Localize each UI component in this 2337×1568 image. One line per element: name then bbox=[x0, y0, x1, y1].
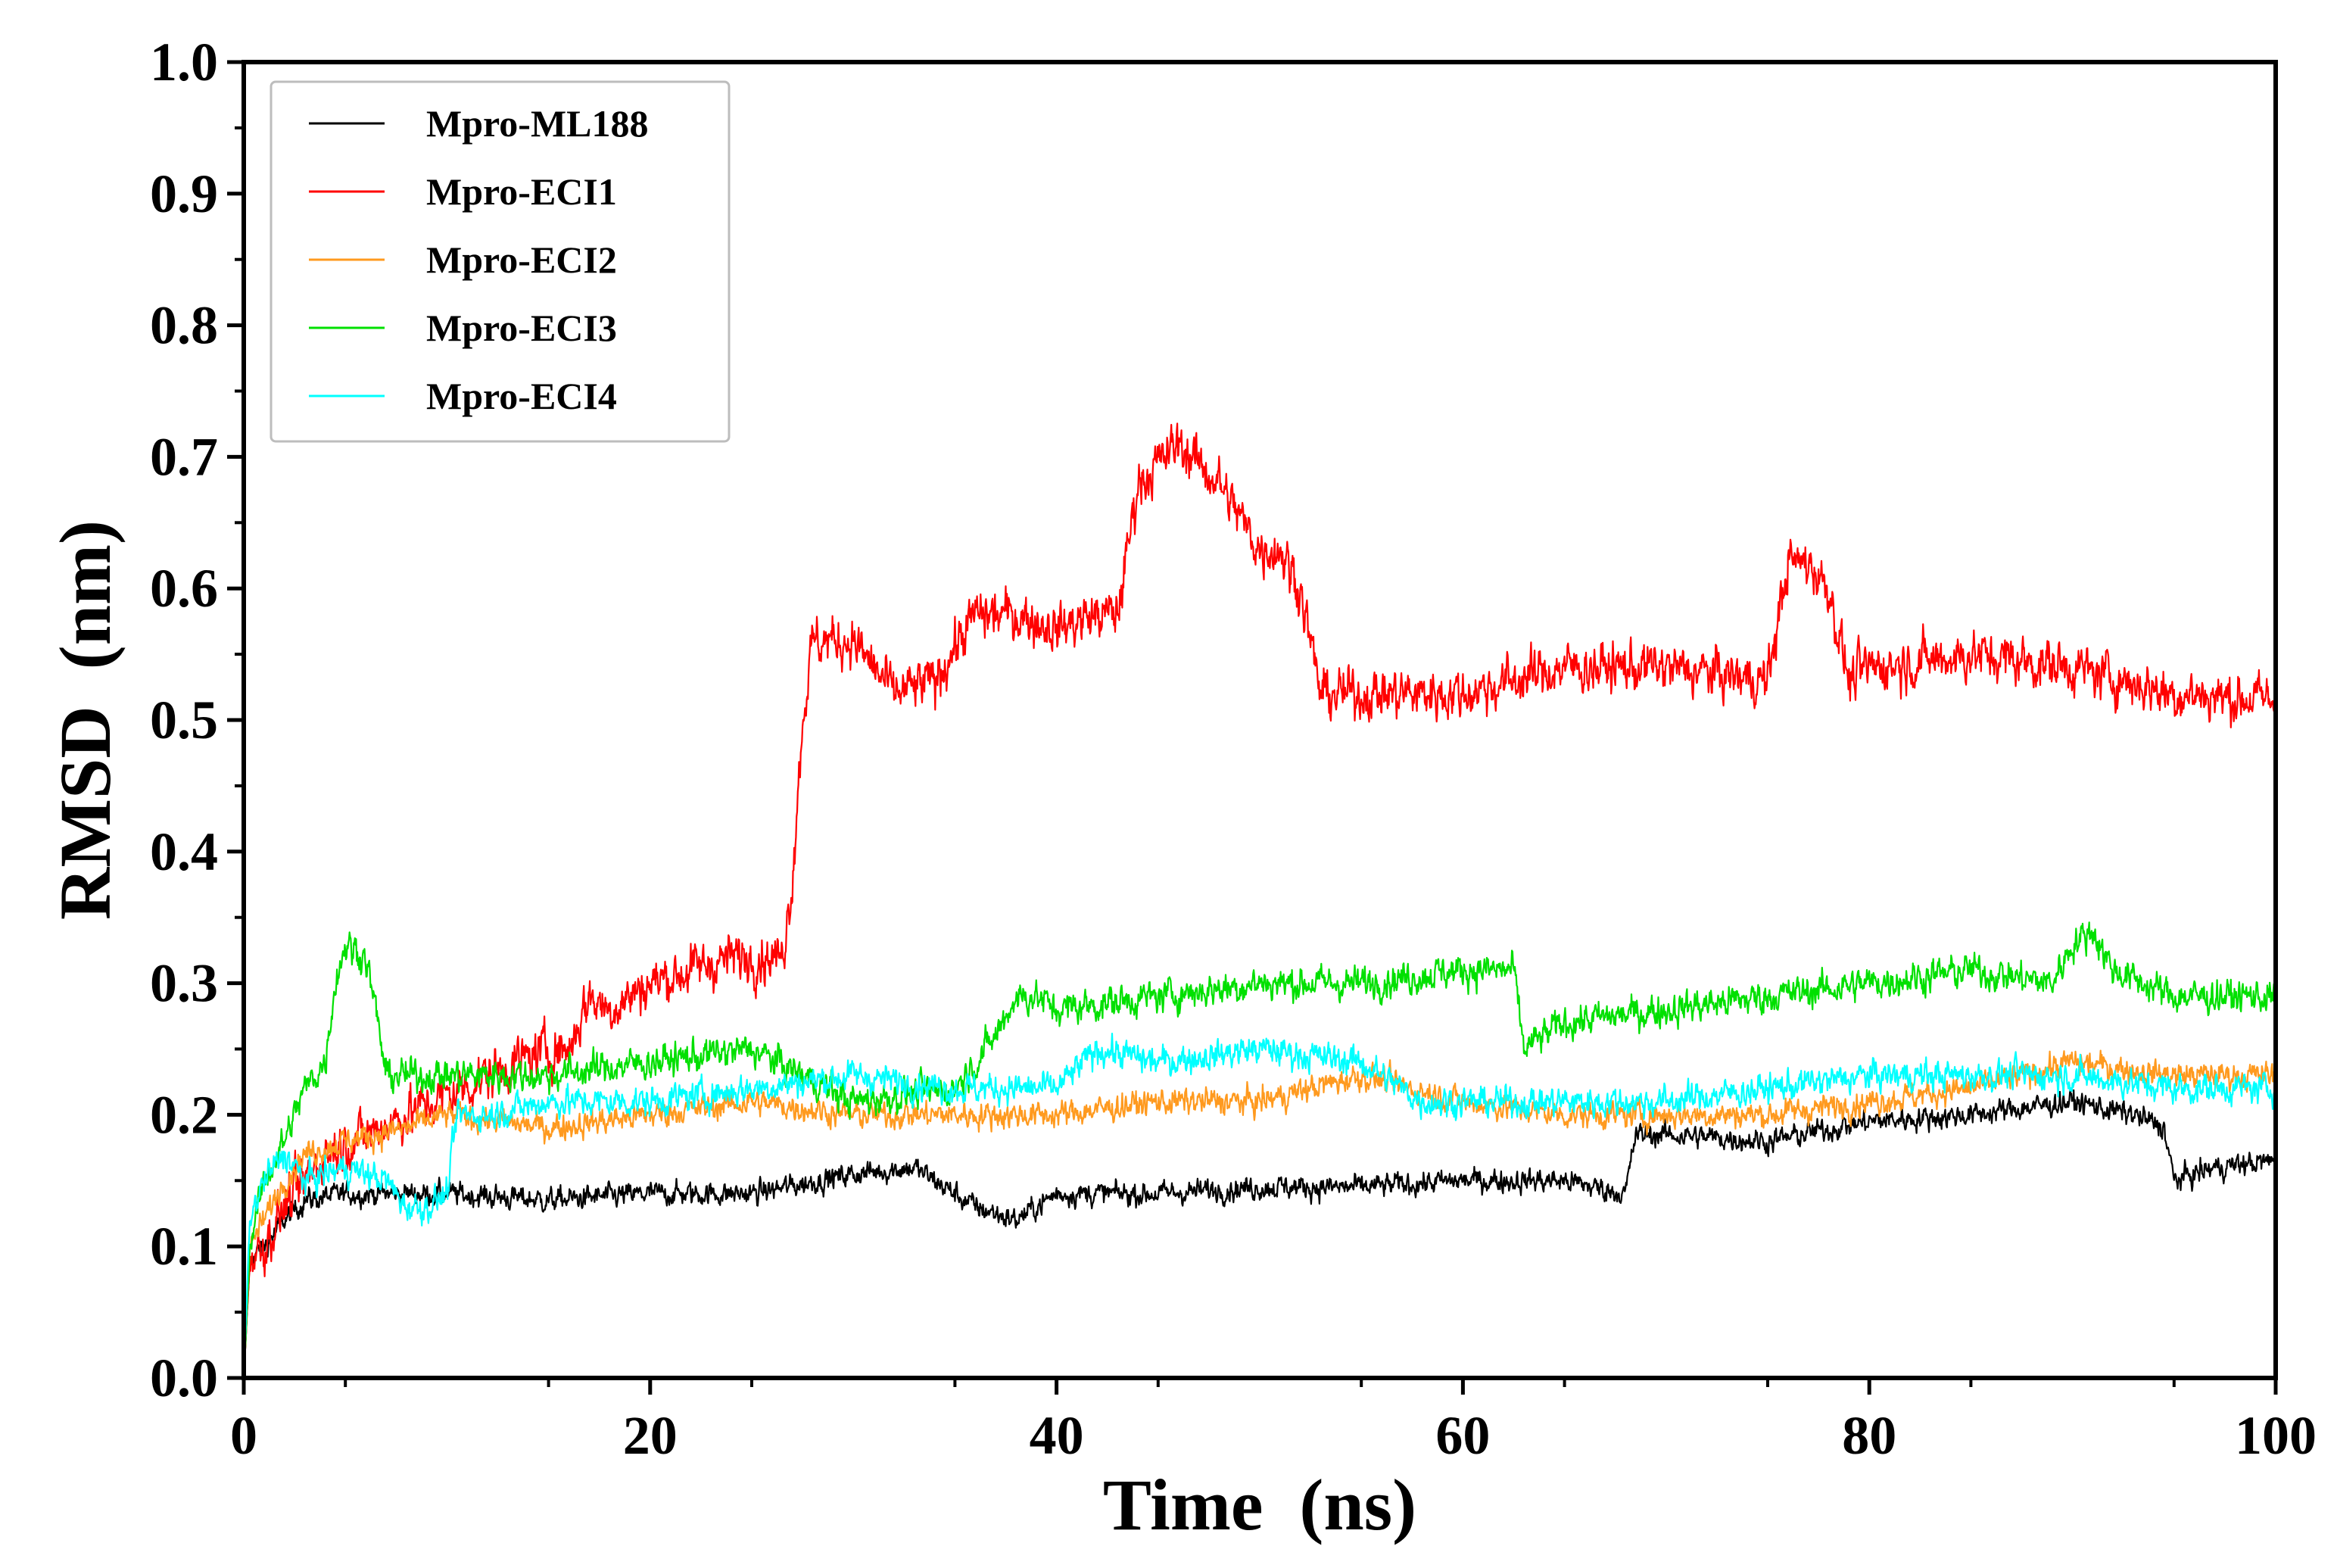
y-tick-label: 0.3 bbox=[150, 953, 218, 1014]
legend-label: Mpro-ECI3 bbox=[426, 307, 617, 349]
x-tick-label: 100 bbox=[2235, 1405, 2317, 1466]
x-tick-label: 0 bbox=[230, 1405, 257, 1466]
x-axis-title: Time (ns) bbox=[1103, 1464, 1416, 1545]
y-tick-label: 0.5 bbox=[150, 690, 218, 750]
legend-label: Mpro-ECI1 bbox=[426, 170, 617, 213]
y-tick-label: 0.1 bbox=[150, 1216, 218, 1277]
y-tick-label: 0.8 bbox=[150, 295, 218, 356]
legend-label: Mpro-ECI4 bbox=[426, 375, 617, 417]
series-line-mpro-eci1 bbox=[242, 422, 2277, 1379]
x-tick-label: 20 bbox=[623, 1405, 678, 1466]
legend-label: Mpro-ECI2 bbox=[426, 238, 617, 281]
y-tick-label: 0.7 bbox=[150, 426, 218, 487]
y-tick-label: 0.9 bbox=[150, 164, 218, 224]
series-line-mpro-eci4 bbox=[242, 1033, 2277, 1379]
y-tick-label: 0.4 bbox=[150, 821, 218, 882]
series-line-mpro-eci3 bbox=[242, 921, 2277, 1379]
y-tick-label: 1.0 bbox=[150, 32, 218, 92]
series-line-mpro-ml188 bbox=[242, 1089, 2277, 1379]
y-axis-title: RMSD (nm) bbox=[45, 520, 126, 920]
y-tick-label: 0.2 bbox=[150, 1084, 218, 1145]
tick-layer: 0 20 40 60 80 100 0.0 0.1 0.2 0.3 0.4 0.5 0.6 0.7 0.8 0… bbox=[150, 32, 2317, 1466]
legend: Mpro-ML188 Mpro-ECI1 Mpro-ECI2 Mpro-ECI3 Mpr… bbox=[270, 80, 731, 443]
series-line-mpro-eci2 bbox=[242, 1049, 2277, 1379]
legend-entries: Mpro-ML188 Mpro-ECI1 Mpro-ECI2 Mpro-ECI3 Mpr… bbox=[309, 102, 648, 417]
x-tick-label: 40 bbox=[1030, 1405, 1084, 1466]
x-tick-label: 60 bbox=[1435, 1405, 1490, 1466]
x-tick-label: 80 bbox=[1842, 1405, 1896, 1466]
legend-label: Mpro-ML188 bbox=[426, 102, 648, 145]
series-layer bbox=[242, 422, 2277, 1379]
y-tick-label: 0.0 bbox=[150, 1348, 218, 1408]
y-tick-label: 0.6 bbox=[150, 558, 218, 619]
legend-box bbox=[270, 80, 731, 443]
